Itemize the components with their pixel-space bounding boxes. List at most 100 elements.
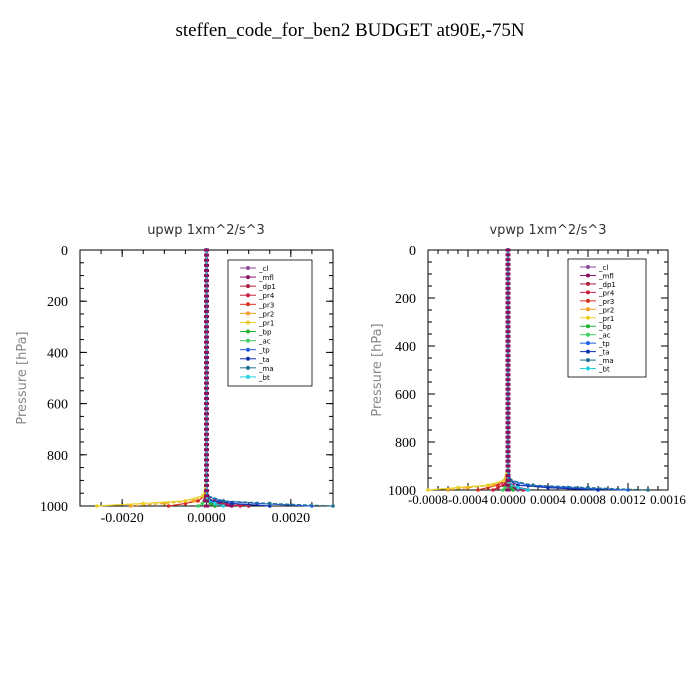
legend-marker [246,293,250,298]
series-point-bp [213,504,217,508]
legend-marker [586,273,590,278]
zero-marker [505,450,511,454]
legend-label: _cl [258,265,268,273]
legend-label: _bp [598,323,612,331]
zero-marker [505,474,511,478]
zero-marker [505,435,511,439]
series-point-pr4 [491,488,495,492]
series-line-bt [507,250,529,491]
series-point-bp [511,488,515,492]
zero-marker [505,354,511,358]
zero-marker [204,396,209,400]
x-tick-label: -0.0004 [448,492,489,507]
chart-panel-2: vpwp 1xm^2/s^3 Pressure [hPa] 0 200 400 600 80… [370,223,686,507]
y-tick-label: 0 [409,244,416,259]
legend: _cl_mfl_dp1_pr4_pr3_pr2_pr1_bp_ac_tp_ta_… [227,259,313,387]
zero-marker [505,426,511,430]
zero-marker [204,335,209,339]
legend-label: _ta [598,349,610,357]
zero-marker [505,459,511,463]
zero-marker [505,339,511,343]
zero-marker [505,310,511,314]
series-point-pr2 [446,488,450,492]
series-line-pr1 [427,250,509,491]
x-tick-label: 0.0004 [530,492,566,507]
series-point-pr4 [501,483,505,488]
panel-title: upwp 1xm^2/s^3 [147,223,265,238]
legend-label: _tp [598,340,610,348]
zero-marker [505,253,511,257]
zero-marker [505,373,511,377]
zero-marker [204,437,209,441]
zero-marker [505,363,511,367]
zero-marker [204,417,209,421]
zero-marker [204,473,209,477]
zero-marker [204,381,209,385]
zero-marker [204,412,209,416]
series-point-ac [196,504,200,508]
series-point-ma [646,488,650,492]
zero-marker [204,458,209,462]
legend-label: _pr3 [258,301,274,309]
legend-marker [246,275,250,280]
series-point-ac [200,501,205,506]
y-tick-label: 600 [47,398,68,413]
series-point-pr1 [141,501,146,506]
series-point-pr1 [486,483,490,488]
zero-marker [204,371,209,375]
zero-marker [204,361,209,365]
zero-marker [204,340,209,344]
zero-marker [204,453,209,457]
series-point-ta [596,488,600,492]
legend-label: _ac [598,332,611,340]
zero-marker [204,391,209,395]
legend-label: _ta [258,356,270,364]
zero-marker [204,478,209,482]
zero-marker [204,304,209,308]
zero-marker [505,267,511,271]
legend-label: _pr1 [258,319,274,327]
series-point-pr1 [456,485,460,490]
legend-label: _pr4 [258,292,275,300]
zero-marker [505,248,511,252]
series-point-pr4 [238,504,243,508]
legend-label: _bt [258,374,270,382]
y-tick-label: 600 [395,388,416,403]
zero-marker [204,366,209,370]
zero-marker [505,382,511,386]
series-point-bt [516,485,520,490]
zero-marker [505,421,511,425]
zero-marker [505,368,511,372]
zero-marker [505,277,511,281]
x-tick-label: 0.0000 [490,492,526,507]
zero-marker [505,378,511,382]
zero-marker [204,315,209,319]
series-point-ta [230,501,234,506]
zero-marker [505,344,511,348]
legend-marker [246,374,250,379]
zero-marker [204,330,209,334]
legend: _cl_mfl_dp1_pr4_pr3_pr2_pr1_bp_ac_tp_ta_… [567,258,647,378]
zero-marker [505,325,511,329]
zero-marker [505,358,511,362]
legend-marker [586,315,590,320]
zero-marker [505,488,511,492]
legend-label: _dp1 [598,281,616,289]
zero-marker [505,306,511,310]
zero-marker [505,258,511,262]
series-line-bt [205,250,224,507]
y-tick-label: 1000 [40,500,68,515]
legend-label: _bp [258,329,272,337]
zero-marker [204,320,209,324]
zero-marker [505,301,511,305]
figure-title: steffen_code_for_ben2 BUDGET at90E,-75N [175,20,525,41]
legend-label: _bt [598,366,610,374]
series-line-pr2 [130,250,208,507]
series-line-pr1 [96,250,208,507]
zero-marker [505,397,511,401]
zero-marker [505,416,511,420]
series-line-pr3 [168,250,208,507]
legend-label: _ac [258,338,271,346]
y-tick-label: 200 [47,295,68,310]
